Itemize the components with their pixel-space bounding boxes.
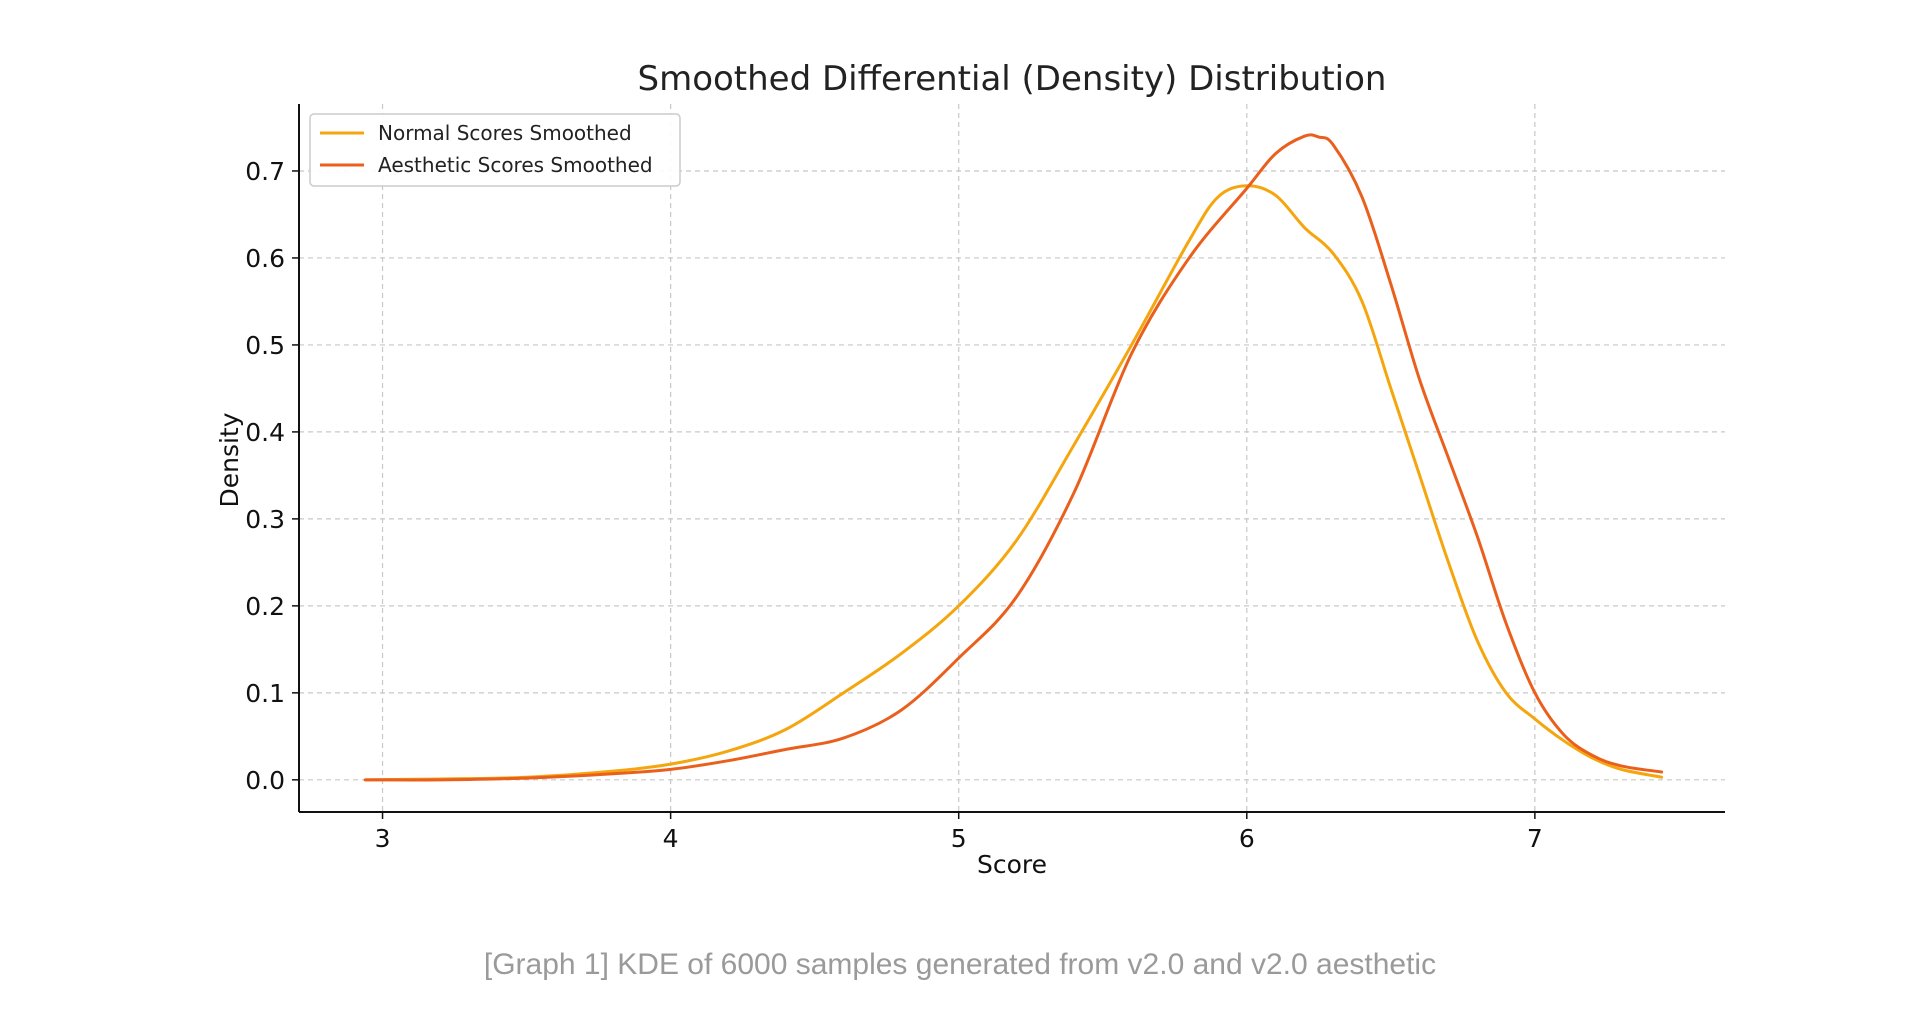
- legend-label-normal: Normal Scores Smoothed: [378, 121, 632, 145]
- y-tick-label: 0.0: [245, 766, 285, 795]
- y-tick-label: 0.1: [245, 679, 285, 708]
- series-line-aesthetic: [363, 133, 1664, 782]
- legend-label-aesthetic: Aesthetic Scores Smoothed: [378, 153, 653, 177]
- legend-box: [309, 113, 681, 187]
- grid: [299, 104, 1725, 812]
- y-tick-label: 0.6: [245, 244, 285, 273]
- y-tick-label: 0.2: [245, 592, 285, 621]
- x-tick-label: 4: [663, 824, 679, 853]
- x-tick-label: 7: [1527, 824, 1543, 853]
- y-tick-label: 0.5: [245, 331, 285, 360]
- x-axis-label: Score: [977, 850, 1047, 879]
- series-line-normal: [363, 184, 1664, 782]
- y-tick-label: 0.4: [245, 418, 285, 447]
- tick-labels: 3 4 5 6 7 0.0 0.1 0.2 0.3 0.4 0.5 0.6 0.7: [245, 157, 1543, 853]
- axes: [298, 104, 1725, 813]
- legend: Normal Scores Smoothed Aesthetic Scores …: [309, 113, 681, 187]
- figure-caption: [Graph 1] KDE of 6000 samples generated …: [483, 948, 1437, 981]
- y-tick-label: 0.3: [245, 505, 285, 534]
- series-lines: [363, 133, 1664, 782]
- x-tick-label: 6: [1239, 824, 1255, 853]
- x-tick-label: 5: [951, 824, 967, 853]
- y-tick-label: 0.7: [245, 157, 285, 186]
- chart-title: Smoothed Differential (Density) Distribu…: [638, 59, 1387, 99]
- x-tick-label: 3: [375, 824, 391, 853]
- y-axis-label: Density: [215, 412, 244, 507]
